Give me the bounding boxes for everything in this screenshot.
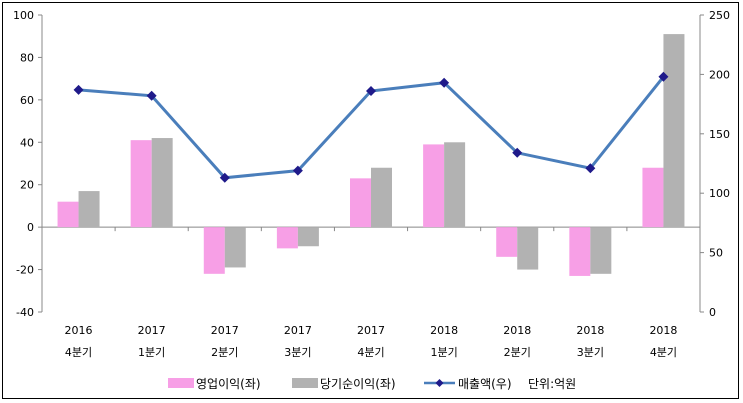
sales-marker: [512, 147, 523, 158]
sales-marker: [292, 165, 303, 176]
x-label-quarter: 1분기: [138, 346, 165, 359]
right-tick-label: 200: [709, 68, 730, 81]
legend-marker-sales: [435, 379, 444, 387]
bar-net-profit: [444, 142, 466, 228]
bar-net-profit: [224, 227, 246, 268]
x-label-quarter: 3분기: [577, 346, 604, 359]
bar-operating-profit: [642, 167, 664, 228]
bar-operating-profit: [569, 227, 591, 276]
left-tick-label: 60: [20, 94, 34, 107]
left-tick-label: 20: [20, 179, 34, 192]
sales-marker: [146, 90, 157, 101]
x-axis-labels: 2016 4분기 2017 1분기 2017 2분기 2017 3분기 2017 4분기 2018 1…: [65, 324, 678, 359]
x-label-quarter: 2분기: [504, 346, 531, 359]
axes: -40 -20 0 20 40 60 80 100 0 50 100 150 200 250: [13, 9, 730, 319]
legend-label-operating-profit: 영업이익(좌): [196, 377, 261, 391]
left-tick-label: 80: [20, 51, 34, 64]
x-label-year: 2017: [357, 324, 385, 337]
x-label-year: 2017: [138, 324, 166, 337]
bar-operating-profit: [496, 227, 518, 257]
bar-net-profit: [151, 138, 173, 228]
bar-operating-profit: [130, 140, 152, 228]
bar-net-profit: [517, 227, 539, 270]
bar-operating-profit: [203, 227, 225, 274]
legend: 영업이익(좌) 당기순이익(좌) 매출액(우) 단위:억원: [168, 377, 576, 391]
bar-net-profit: [297, 227, 319, 247]
bar-net-profit: [590, 227, 612, 274]
legend-swatch-net-profit: [292, 378, 318, 388]
left-tick-label: -40: [16, 306, 34, 319]
left-tick-label: 40: [20, 136, 34, 149]
x-label-year: 2018: [649, 324, 677, 337]
x-label-year: 2018: [576, 324, 604, 337]
bars: [57, 34, 685, 276]
left-tick-label: 0: [27, 221, 34, 234]
bar-net-profit: [78, 191, 100, 228]
sales-line: [73, 71, 669, 183]
x-label-quarter: 2분기: [211, 346, 238, 359]
x-label-year: 2016: [65, 324, 93, 337]
x-label-quarter: 1분기: [430, 346, 457, 359]
sales-marker: [439, 77, 450, 88]
bar-net-profit: [371, 167, 392, 228]
right-tick-label: 0: [709, 306, 716, 319]
left-tick-label: 100: [13, 9, 34, 22]
bar-operating-profit: [350, 178, 371, 228]
unit-note: 단위:억원: [528, 377, 576, 391]
bar-operating-profit: [423, 144, 445, 228]
left-tick-label: -20: [16, 264, 34, 277]
bar-net-profit: [663, 34, 685, 228]
sales-marker: [219, 172, 230, 183]
sales-marker: [366, 86, 376, 97]
bar-operating-profit: [276, 227, 298, 249]
x-label-year: 2017: [284, 324, 312, 337]
x-label-year: 2018: [430, 324, 458, 337]
right-tick-label: 50: [709, 247, 723, 260]
x-label-year: 2018: [503, 324, 531, 337]
sales-marker: [73, 84, 84, 95]
sales-marker: [658, 71, 669, 82]
bar-operating-profit: [57, 201, 79, 228]
x-label-quarter: 4분기: [65, 346, 92, 359]
legend-label-sales: 매출액(우): [458, 377, 512, 391]
legend-swatch-operating-profit: [168, 378, 194, 388]
x-label-quarter: 3분기: [284, 346, 311, 359]
x-label-year: 2017: [211, 324, 239, 337]
right-tick-label: 150: [709, 128, 730, 141]
legend-label-net-profit: 당기순이익(좌): [320, 377, 396, 391]
sales-marker: [585, 163, 596, 174]
x-label-quarter: 4분기: [650, 346, 677, 359]
x-label-quarter: 4분기: [357, 346, 384, 359]
right-tick-label: 250: [709, 9, 730, 22]
right-tick-label: 100: [709, 187, 730, 200]
